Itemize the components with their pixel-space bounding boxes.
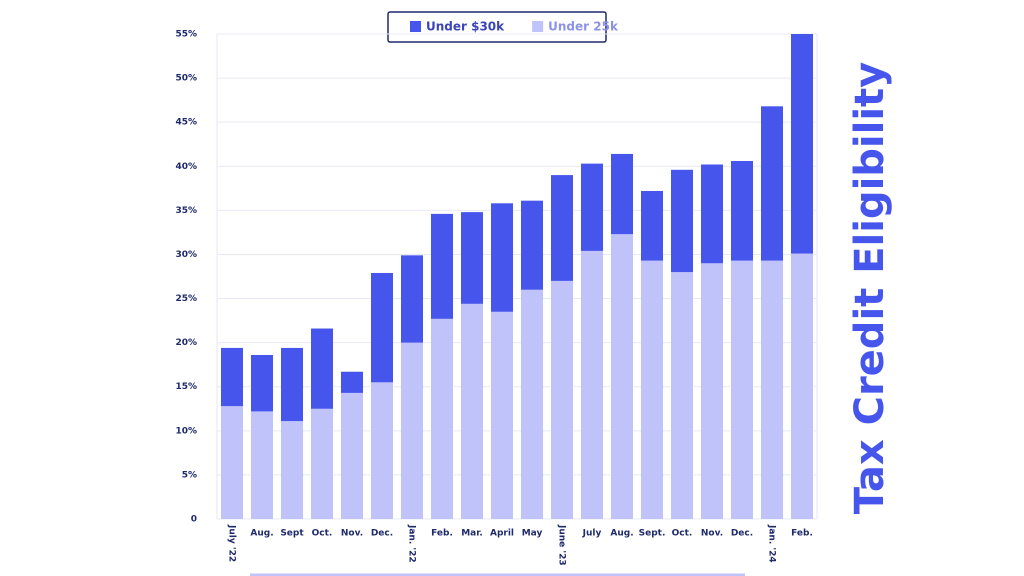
chart-title: Tax Credit Eligibility [847,62,893,515]
bar-segment [731,160,753,261]
bar-segment [641,260,663,519]
bar-segment [611,234,633,519]
x-tick-label: Feb. [431,529,453,539]
x-tick-label: Jan. '22 [407,524,417,563]
bar-segment [581,163,603,251]
x-tick-label: Jan. '24 [767,524,777,563]
x-tick-label: Sept [280,529,304,539]
y-tick-label: 50% [175,74,197,84]
legend-swatch [532,21,544,32]
y-tick-label: 55% [175,30,197,40]
bar-segment [521,289,543,519]
bar-segment [341,392,363,519]
x-tick-label: June '23 [557,524,567,566]
bar-segment [671,169,693,273]
x-tick-label: Dec. [371,529,393,539]
bar-segment [281,347,303,422]
bar-segment [431,318,453,519]
bar-segment [761,106,783,261]
bar-segment [521,200,543,290]
bar-segment [731,260,753,519]
x-tick-label: Aug. [250,529,273,539]
bar-segment [311,328,333,409]
bar-segment [461,303,483,519]
x-tick-label: Feb. [791,529,813,539]
bar-segment [491,203,513,312]
y-tick-label: 30% [175,250,197,260]
bar-segment [221,406,243,519]
bar-segment [431,213,453,319]
bar-segment [341,371,363,393]
y-tick-label: 0 [191,515,197,525]
x-tick-label: April [490,529,514,539]
x-tick-label: May [522,529,543,539]
bar-segment [371,272,393,383]
bar-segment [611,153,633,235]
bar-segment [251,411,273,519]
bar-segment [791,34,813,254]
bar-segment [641,190,663,261]
x-tick-label: Oct. [312,529,333,539]
x-tick-label: Aug. [610,529,633,539]
bar-segment [701,164,723,264]
bar-segment [491,311,513,519]
y-tick-label: 40% [175,162,197,172]
bar-segment [761,260,783,519]
y-tick-label: 20% [175,338,197,348]
bar-segment [281,421,303,519]
x-tick-label: Oct. [672,529,693,539]
bar-segment [461,212,483,304]
bar-segment [221,347,243,407]
bar-segment [311,408,333,519]
bar-segment [401,255,423,343]
bar-segment [701,263,723,519]
legend-label: Under $30k [426,20,505,34]
x-tick-label: Nov. [341,529,363,539]
x-tick-label: Sept. [639,529,666,539]
x-tick-label: Mar. [461,529,483,539]
y-tick-label: 25% [175,294,197,304]
legend-label: Under 25k [548,20,619,34]
bar-segment [251,354,273,412]
bar-segment [551,280,573,519]
bar-segment [551,175,573,281]
x-tick-label: Dec. [731,529,753,539]
x-tick-label: July [582,529,602,539]
legend-swatch [410,21,421,32]
y-tick-label: 10% [175,426,197,436]
bar-segment [371,382,393,519]
y-tick-label: 35% [175,206,197,216]
y-tick-label: 5% [182,470,197,480]
bar-segment [581,250,603,519]
bar-segment [791,253,813,519]
y-tick-label: 45% [175,118,197,128]
x-tick-label: Nov. [701,529,723,539]
bar-segment [671,272,693,519]
bar-segment [401,342,423,519]
y-tick-label: 15% [175,382,197,392]
x-tick-label: July '22 [227,524,237,562]
